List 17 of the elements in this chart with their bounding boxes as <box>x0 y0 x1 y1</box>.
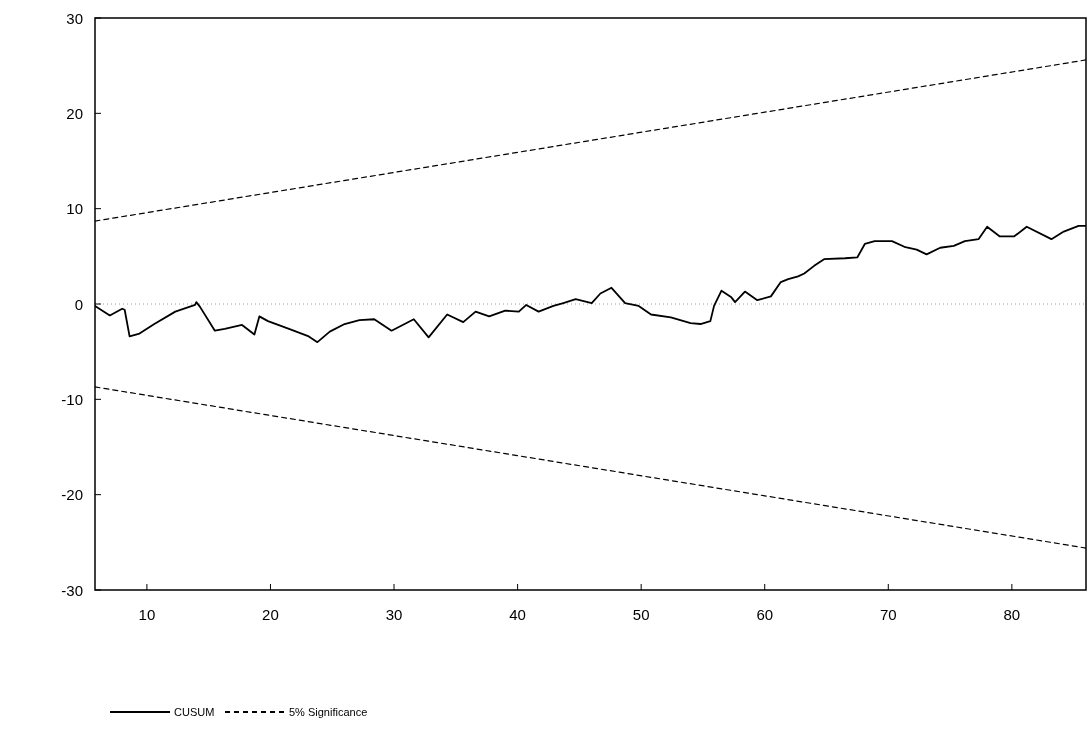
y-tick-label: 30 <box>66 9 83 27</box>
legend-label: 5% Significance <box>289 706 368 718</box>
x-tick-label: 50 <box>632 606 650 623</box>
x-tick-label: 40 <box>509 606 526 623</box>
x-tick-label: 70 <box>879 606 897 623</box>
x-tick-label: 60 <box>756 606 774 623</box>
y-tick-label: 10 <box>66 200 83 218</box>
x-tick-label: 10 <box>138 606 156 623</box>
y-tick-label: -20 <box>61 486 83 504</box>
x-tick-label: 80 <box>1003 606 1021 623</box>
y-tick-label: 0 <box>74 295 83 313</box>
y-tick-label: -30 <box>61 581 83 599</box>
x-tick-label: 20 <box>262 606 279 623</box>
x-tick-label: 30 <box>385 606 403 623</box>
y-tick-label: -10 <box>61 390 83 408</box>
legend-label: CUSUM <box>174 706 215 718</box>
y-tick-label: 20 <box>66 104 83 122</box>
